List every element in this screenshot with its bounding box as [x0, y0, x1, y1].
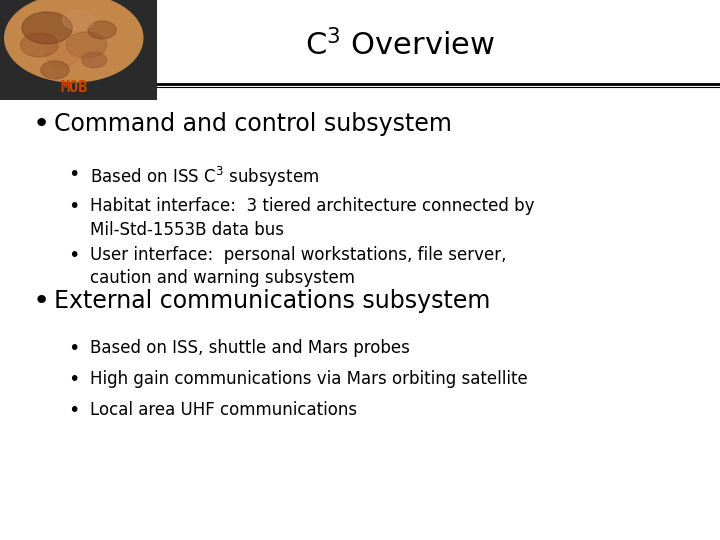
Text: •: • — [68, 401, 80, 420]
Circle shape — [66, 32, 107, 58]
Text: Local area UHF communications: Local area UHF communications — [90, 401, 357, 418]
Text: •: • — [32, 287, 50, 315]
Text: C$^3$ Overview: C$^3$ Overview — [305, 29, 495, 61]
Circle shape — [22, 12, 72, 44]
Circle shape — [20, 33, 58, 57]
Text: •: • — [68, 165, 80, 184]
Text: •: • — [68, 370, 80, 389]
Circle shape — [88, 21, 116, 39]
Text: High gain communications via Mars orbiting satellite: High gain communications via Mars orbiti… — [90, 370, 528, 388]
Text: Based on ISS, shuttle and Mars probes: Based on ISS, shuttle and Mars probes — [90, 339, 410, 357]
Circle shape — [5, 0, 143, 82]
Circle shape — [41, 61, 69, 79]
Text: •: • — [68, 197, 80, 216]
Text: •: • — [32, 110, 50, 138]
Text: •: • — [68, 246, 80, 265]
Text: Based on ISS C$^3$ subsystem: Based on ISS C$^3$ subsystem — [90, 165, 319, 189]
Text: •: • — [68, 339, 80, 358]
Circle shape — [45, 44, 80, 66]
Text: User interface:  personal workstations, file server,
caution and warning subsyst: User interface: personal workstations, f… — [90, 246, 506, 287]
Text: External communications subsystem: External communications subsystem — [54, 289, 490, 313]
Circle shape — [81, 52, 107, 68]
Text: Command and control subsystem: Command and control subsystem — [54, 112, 452, 136]
Text: MOB: MOB — [60, 80, 87, 95]
Text: Habitat interface:  3 tiered architecture connected by
Mil-Std-1553B data bus: Habitat interface: 3 tiered architecture… — [90, 197, 534, 239]
Circle shape — [63, 10, 94, 30]
